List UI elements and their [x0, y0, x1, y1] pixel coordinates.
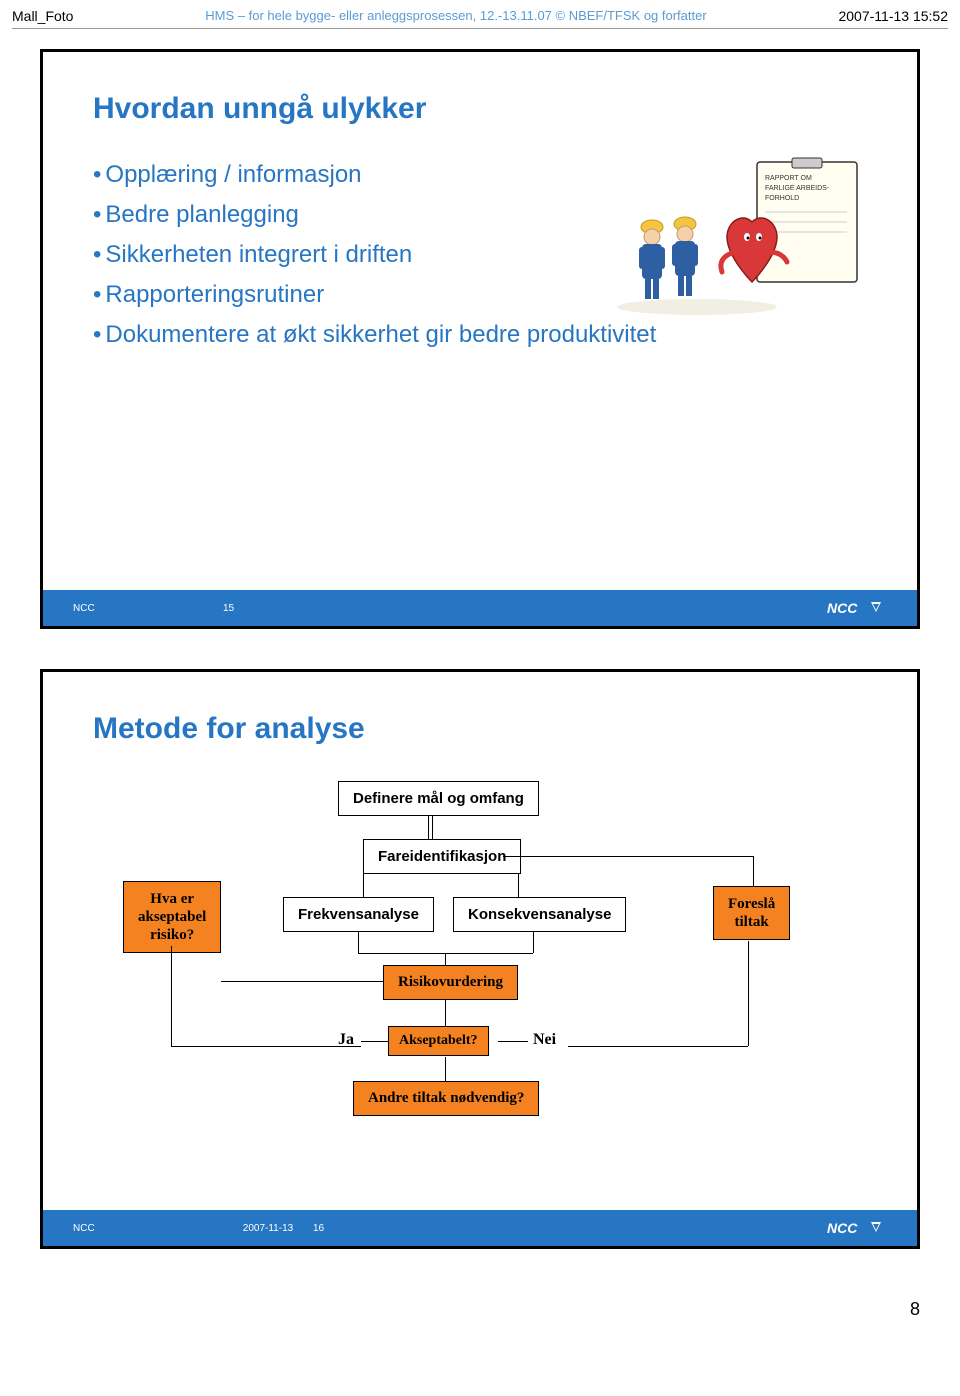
svg-text:RAPPORT OM: RAPPORT OM — [765, 175, 812, 182]
box-akseptabelt: Akseptabelt? — [388, 1026, 489, 1056]
footer-slide-number: 15 — [223, 603, 263, 614]
page-header: Mall_Foto HMS – for hele bygge- eller an… — [0, 0, 960, 28]
ncc-logo-icon: NCC — [827, 598, 887, 618]
slide2-footer: NCC 2007-11-13 16 NCC — [43, 1210, 917, 1246]
slide-2: Metode for analyse Definere mål og omfan… — [40, 669, 920, 1249]
svg-text:FORHOLD: FORHOLD — [765, 195, 799, 202]
hva-er-line3: risiko? — [150, 927, 194, 943]
box-hva-er: Hva er akseptabel risiko? — [123, 881, 221, 953]
box-fareid: Fareidentifikasjon — [363, 839, 521, 874]
label-ja: Ja — [338, 1031, 354, 1049]
hva-er-line1: Hva er — [150, 891, 194, 907]
header-left: Mall_Foto — [12, 8, 73, 24]
svg-text:NCC: NCC — [827, 600, 858, 616]
header-right: 2007-11-13 15:52 — [838, 8, 948, 24]
header-center: HMS – for hele bygge- eller anleggsprose… — [205, 8, 706, 24]
foresla-line2: tiltak — [735, 914, 769, 930]
foresla-line1: Foreslå — [728, 896, 775, 912]
box-risikovurdering: Risikovurdering — [383, 965, 518, 1000]
ncc-logo-icon: NCC — [827, 1218, 887, 1238]
slide1-footer: NCC 15 NCC — [43, 590, 917, 626]
header-rule — [12, 28, 948, 29]
footer-slide-number: 16 — [313, 1223, 353, 1234]
svg-text:NCC: NCC — [827, 1220, 858, 1236]
footer-company: NCC — [73, 1223, 223, 1234]
hva-er-line2: akseptabel — [138, 909, 206, 925]
page-number: 8 — [0, 1289, 960, 1330]
safety-cartoon: RAPPORT OM FARLIGE ARBEIDS- FORHOLD — [607, 152, 867, 342]
slide2-title: Metode for analyse — [93, 712, 867, 746]
flowchart: Definere mål og omfang Fareidentifikasjo… — [93, 781, 867, 1161]
label-nei: Nei — [533, 1031, 556, 1049]
box-frekvens: Frekvensanalyse — [283, 897, 434, 932]
footer-company: NCC — [73, 603, 223, 614]
slide1-title: Hvordan unngå ulykker — [93, 92, 867, 126]
footer-date: 2007-11-13 — [223, 1223, 313, 1234]
box-foresla: Foreslå tiltak — [713, 886, 790, 940]
box-konsekvens: Konsekvensanalyse — [453, 897, 626, 932]
svg-text:FARLIGE ARBEIDS-: FARLIGE ARBEIDS- — [765, 185, 830, 192]
box-definere: Definere mål og omfang — [338, 781, 539, 816]
box-andre: Andre tiltak nødvendig? — [353, 1081, 539, 1116]
slide-1: Hvordan unngå ulykker Opplæring / inform… — [40, 49, 920, 629]
